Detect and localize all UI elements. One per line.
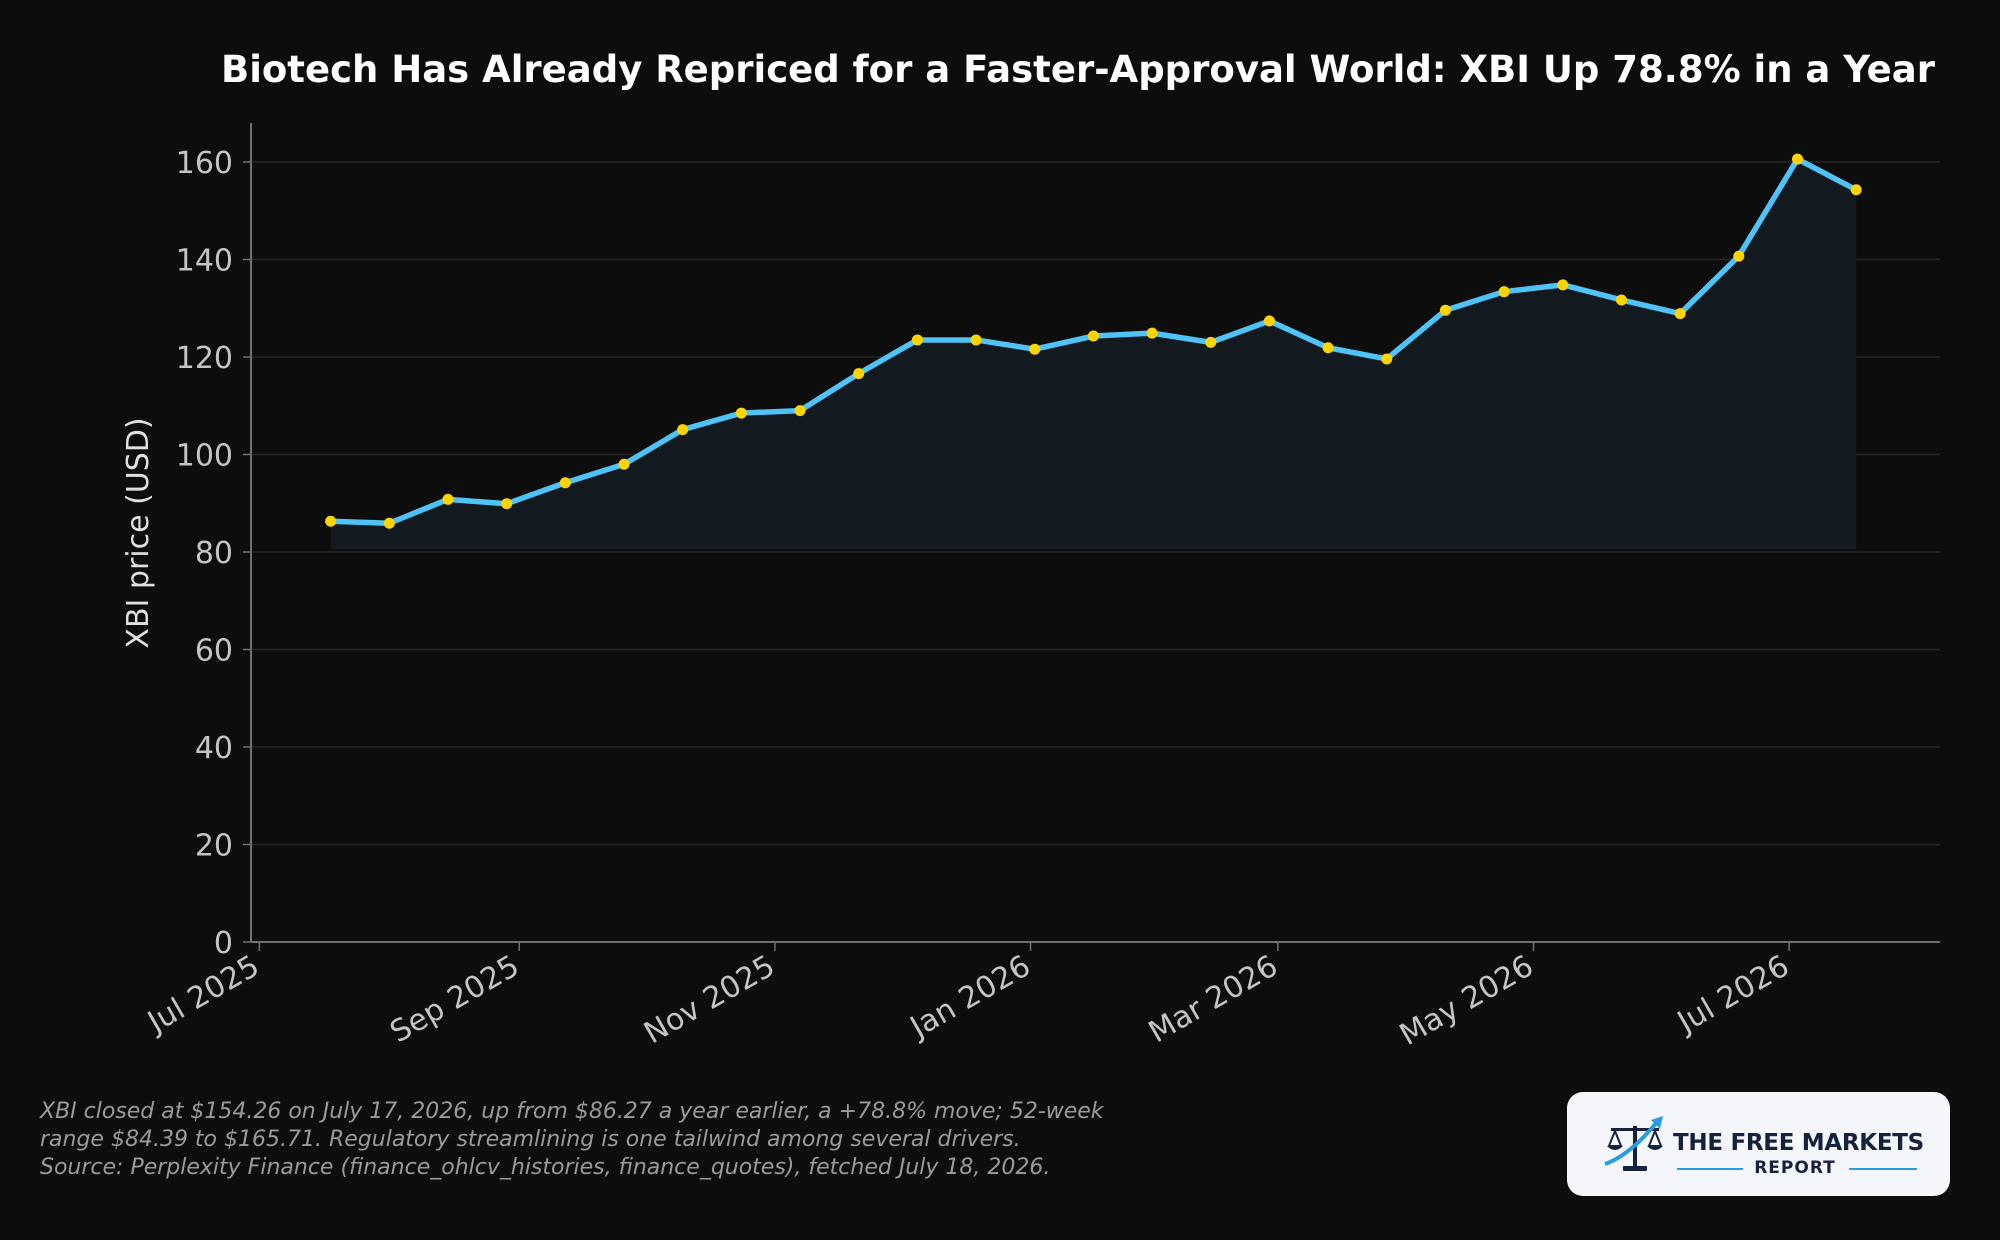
- data-point-25: [1733, 250, 1745, 262]
- data-point-17: [1263, 315, 1275, 327]
- data-point-15: [1146, 327, 1158, 339]
- data-point-23: [1615, 294, 1627, 306]
- data-point-5: [559, 477, 571, 489]
- data-point-12: [970, 334, 982, 346]
- y-tick-labels: 0 20 40 60 80 100 120 140 160: [176, 146, 251, 961]
- data-point-19: [1381, 353, 1393, 365]
- data-point-11: [911, 334, 923, 346]
- series-area-fill: [330, 159, 1857, 550]
- data-point-21: [1498, 286, 1510, 298]
- footnote-line-1: XBI closed at $154.26 on July 17, 2026, …: [40, 1099, 1104, 1124]
- x-tick-label-2026-01-01: Jan 2026: [903, 949, 1037, 1046]
- y-tick-label-80: 80: [195, 536, 233, 571]
- data-point-9: [794, 405, 806, 417]
- data-point-3: [442, 493, 454, 505]
- data-point-4: [501, 498, 513, 510]
- scales-with-rising-arrow-icon: [1604, 1116, 1663, 1171]
- data-point-26: [1792, 153, 1804, 165]
- data-point-1: [325, 515, 337, 527]
- y-tick-label-60: 60: [195, 634, 233, 669]
- chart-title: Biotech Has Already Repriced for a Faste…: [221, 48, 1936, 91]
- footnote-line-3: Source: Perplexity Finance (finance_ohlc…: [40, 1155, 1051, 1180]
- y-axis-label: XBI price (USD): [121, 417, 156, 648]
- y-tick-label-120: 120: [176, 341, 233, 376]
- area-fill-layer: [330, 159, 1857, 550]
- data-point-6: [618, 458, 630, 470]
- logo-wordmark-line-1: THE FREE MARKETS: [1673, 1130, 1924, 1156]
- footnote-line-2: range $84.39 to $165.71. Regulatory stre…: [40, 1127, 1021, 1152]
- y-tick-label-140: 140: [176, 244, 233, 279]
- logo-rule-left: [1677, 1168, 1743, 1170]
- data-point-22: [1557, 279, 1569, 291]
- data-point-16: [1205, 336, 1217, 348]
- brand-logo: THE FREE MARKETS REPORT: [1567, 1092, 1950, 1196]
- data-point-2: [383, 517, 395, 529]
- x-tick-label-2025-09-01: Sep 2025: [384, 949, 525, 1051]
- data-point-markers: [325, 153, 1862, 529]
- x-tick-label-2026-03-01: Mar 2026: [1143, 949, 1284, 1051]
- data-point-10: [853, 368, 865, 380]
- data-point-24: [1674, 308, 1686, 320]
- x-tick-label-2025-07-01: Jul 2025: [140, 949, 265, 1041]
- y-tick-label-160: 160: [176, 146, 233, 181]
- y-tick-label-0: 0: [214, 926, 233, 961]
- x-tick-label-2026-05-01: May 2026: [1394, 949, 1540, 1053]
- logo-wordmark-line-2: REPORT: [1754, 1158, 1836, 1178]
- x-tick-label-2026-07-01: Jul 2026: [1670, 949, 1795, 1041]
- x-tick-label-2025-11-01: Nov 2025: [638, 949, 781, 1052]
- data-point-7: [677, 424, 689, 436]
- data-point-14: [1087, 330, 1099, 342]
- footnote: XBI closed at $154.26 on July 17, 2026, …: [40, 1098, 1440, 1182]
- y-tick-label-100: 100: [176, 439, 233, 474]
- x-tick-labels: Jul 2025 Sep 2025 Nov 2025 Jan 2026 Mar 2026…: [140, 942, 1795, 1053]
- logo-rule-right: [1849, 1168, 1917, 1170]
- y-tick-label-20: 20: [195, 829, 233, 864]
- y-tick-label-40: 40: [195, 731, 233, 766]
- data-point-18: [1322, 342, 1334, 354]
- data-point-13: [1029, 343, 1041, 355]
- data-point-20: [1439, 304, 1451, 316]
- data-point-27: [1850, 184, 1862, 196]
- data-point-8: [735, 407, 747, 419]
